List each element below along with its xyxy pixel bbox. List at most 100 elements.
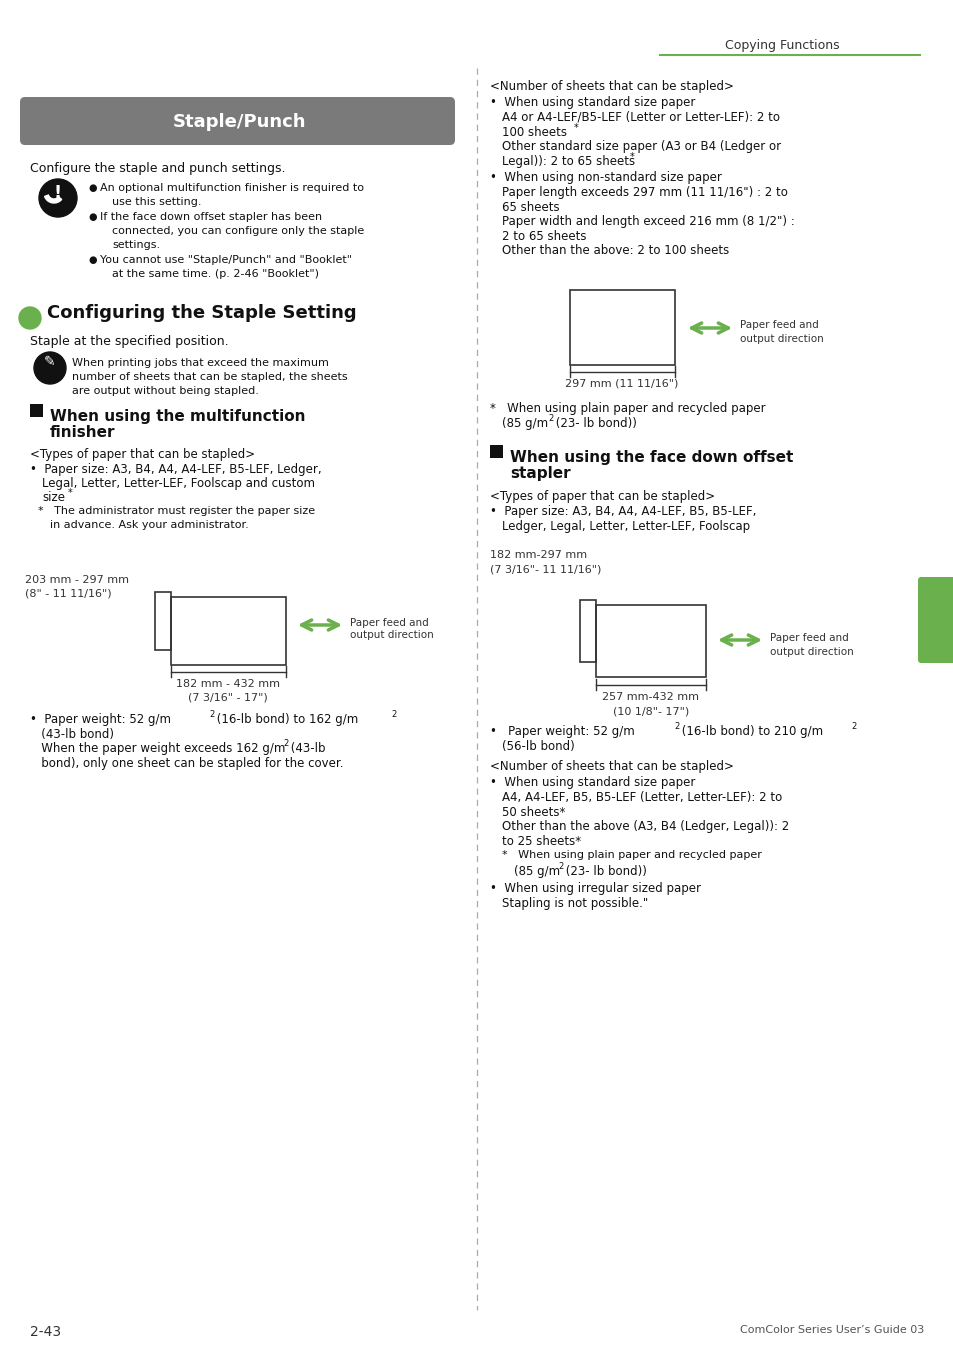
Text: (8" - 11 11/16"): (8" - 11 11/16")	[25, 589, 112, 598]
Text: (7 3/16"- 11 11/16"): (7 3/16"- 11 11/16")	[490, 563, 600, 574]
Circle shape	[39, 178, 77, 218]
Text: output direction: output direction	[740, 334, 822, 345]
Text: finisher: finisher	[50, 426, 115, 440]
Text: Ledger, Legal, Letter, Letter-LEF, Foolscap: Ledger, Legal, Letter, Letter-LEF, Fools…	[501, 520, 749, 534]
Text: Legal)): 2 to 65 sheets: Legal)): 2 to 65 sheets	[501, 155, 635, 168]
Bar	[490, 444, 502, 458]
Text: at the same time. (p. 2-46 "Booklet"): at the same time. (p. 2-46 "Booklet")	[112, 269, 318, 280]
Text: 2: 2	[850, 721, 856, 731]
Bar	[154, 592, 171, 650]
Text: Copying Functions: Copying Functions	[724, 38, 840, 51]
Text: When using the multifunction: When using the multifunction	[50, 409, 305, 424]
Text: Paper feed and: Paper feed and	[769, 634, 848, 643]
Text: <Number of sheets that can be stapled>: <Number of sheets that can be stapled>	[490, 80, 733, 93]
Text: You cannot use "Staple/Punch" and "Booklet": You cannot use "Staple/Punch" and "Bookl…	[100, 255, 352, 265]
Text: are output without being stapled.: are output without being stapled.	[71, 386, 258, 396]
Text: 2: 2	[547, 413, 553, 423]
Text: 2 to 65 sheets: 2 to 65 sheets	[501, 230, 586, 243]
Text: 2: 2	[209, 711, 214, 719]
Text: ComColor Series User’s Guide 03: ComColor Series User’s Guide 03	[739, 1325, 923, 1335]
Text: Paper width and length exceed 216 mm (8 1/2") :: Paper width and length exceed 216 mm (8 …	[501, 215, 794, 228]
Text: Paper length exceeds 297 mm (11 11/16") : 2 to: Paper length exceeds 297 mm (11 11/16") …	[501, 186, 787, 199]
Text: Paper feed and: Paper feed and	[350, 617, 428, 628]
Text: (16-lb bond) to 210 g/m: (16-lb bond) to 210 g/m	[678, 725, 822, 738]
Text: connected, you can configure only the staple: connected, you can configure only the st…	[112, 226, 364, 236]
Text: <Types of paper that can be stapled>: <Types of paper that can be stapled>	[490, 490, 715, 503]
Text: (7 3/16" - 17"): (7 3/16" - 17")	[188, 693, 268, 703]
Text: •   Paper weight: 52 g/m: • Paper weight: 52 g/m	[490, 725, 634, 738]
Text: When using the face down offset: When using the face down offset	[510, 450, 793, 465]
Text: 297 mm (11 11/16"): 297 mm (11 11/16")	[565, 380, 678, 389]
Text: output direction: output direction	[350, 630, 434, 640]
Circle shape	[34, 353, 66, 384]
Text: •  When using non-standard size paper: • When using non-standard size paper	[490, 172, 721, 184]
Text: •  Paper weight: 52 g/m: • Paper weight: 52 g/m	[30, 713, 171, 725]
Text: <Types of paper that can be stapled>: <Types of paper that can be stapled>	[30, 449, 254, 461]
Text: *   When using plain paper and recycled paper: * When using plain paper and recycled pa…	[501, 850, 761, 861]
Bar	[579, 600, 596, 662]
Wedge shape	[45, 195, 62, 203]
Text: When printing jobs that exceed the maximum: When printing jobs that exceed the maxim…	[71, 358, 329, 367]
Text: !: !	[54, 184, 62, 203]
Text: Stapling is not possible.": Stapling is not possible."	[501, 897, 648, 911]
Text: bond), only one sheet can be stapled for the cover.: bond), only one sheet can be stapled for…	[30, 757, 343, 770]
Text: Other than the above (A3, B4 (Ledger, Legal)): 2: Other than the above (A3, B4 (Ledger, Le…	[501, 820, 788, 834]
Text: 2: 2	[673, 721, 679, 731]
Text: *: *	[574, 123, 578, 132]
Text: If the face down offset stapler has been: If the face down offset stapler has been	[100, 212, 322, 222]
Text: (43-lb: (43-lb	[287, 742, 325, 755]
Text: 182 mm - 432 mm: 182 mm - 432 mm	[175, 680, 280, 689]
Text: 100 sheets: 100 sheets	[501, 126, 566, 139]
FancyBboxPatch shape	[917, 577, 953, 663]
Bar	[30, 404, 43, 417]
Text: size: size	[42, 490, 65, 504]
Text: Legal, Letter, Letter-LEF, Foolscap and custom: Legal, Letter, Letter-LEF, Foolscap and …	[42, 477, 314, 490]
Text: Configure the staple and punch settings.: Configure the staple and punch settings.	[30, 162, 285, 176]
Text: settings.: settings.	[112, 240, 160, 250]
Text: to 25 sheets*: to 25 sheets*	[501, 835, 580, 848]
Text: 2: 2	[930, 607, 943, 624]
Text: •  When using irregular sized paper: • When using irregular sized paper	[490, 882, 700, 894]
Text: •  Paper size: A3, B4, A4, A4-LEF, B5, B5-LEF,: • Paper size: A3, B4, A4, A4-LEF, B5, B5…	[490, 505, 756, 517]
Text: number of sheets that can be stapled, the sheets: number of sheets that can be stapled, th…	[71, 372, 347, 382]
Text: Other standard size paper (A3 or B4 (Ledger or: Other standard size paper (A3 or B4 (Led…	[501, 141, 781, 153]
Text: <Number of sheets that can be stapled>: <Number of sheets that can be stapled>	[490, 761, 733, 773]
Text: An optional multifunction finisher is required to: An optional multifunction finisher is re…	[100, 182, 364, 193]
Text: Configuring the Staple Setting: Configuring the Staple Setting	[47, 304, 356, 322]
Text: ●: ●	[88, 182, 96, 193]
Text: When the paper weight exceeds 162 g/m: When the paper weight exceeds 162 g/m	[30, 742, 285, 755]
Text: ✎: ✎	[44, 355, 56, 369]
Text: 50 sheets*: 50 sheets*	[501, 807, 565, 819]
Text: (23- lb bond)): (23- lb bond))	[561, 865, 646, 878]
Text: (23- lb bond)): (23- lb bond))	[552, 417, 637, 430]
Text: Staple/Punch: Staple/Punch	[173, 113, 307, 131]
Text: ●: ●	[88, 255, 96, 265]
Text: 2: 2	[391, 711, 395, 719]
Text: A4, A4-LEF, B5, B5-LEF (Letter, Letter-LEF): 2 to: A4, A4-LEF, B5, B5-LEF (Letter, Letter-L…	[501, 790, 781, 804]
Text: 182 mm-297 mm: 182 mm-297 mm	[490, 550, 586, 561]
Text: (16-lb bond) to 162 g/m: (16-lb bond) to 162 g/m	[213, 713, 358, 725]
Text: Paper feed and: Paper feed and	[740, 320, 818, 330]
Text: *   When using plain paper and recycled paper: * When using plain paper and recycled pa…	[490, 403, 765, 415]
Text: •  When using standard size paper: • When using standard size paper	[490, 96, 695, 109]
Text: Other than the above: 2 to 100 sheets: Other than the above: 2 to 100 sheets	[501, 245, 728, 257]
Text: (43-lb bond): (43-lb bond)	[30, 728, 113, 740]
Text: •  Paper size: A3, B4, A4, A4-LEF, B5-LEF, Ledger,: • Paper size: A3, B4, A4, A4-LEF, B5-LEF…	[30, 463, 321, 476]
Text: A4 or A4-LEF/B5-LEF (Letter or Letter-LEF): 2 to: A4 or A4-LEF/B5-LEF (Letter or Letter-LE…	[501, 111, 780, 124]
Text: 203 mm - 297 mm: 203 mm - 297 mm	[25, 576, 129, 585]
Text: 2: 2	[283, 739, 288, 748]
Circle shape	[19, 307, 41, 330]
Text: •  When using standard size paper: • When using standard size paper	[490, 775, 695, 789]
Text: *: *	[629, 153, 634, 162]
Bar	[171, 597, 286, 665]
Text: 65 sheets: 65 sheets	[501, 201, 559, 213]
Text: (85 g/m: (85 g/m	[501, 417, 548, 430]
Bar	[596, 605, 705, 677]
Text: output direction: output direction	[769, 647, 853, 657]
FancyBboxPatch shape	[20, 97, 455, 145]
Text: (10 1/8"- 17"): (10 1/8"- 17")	[612, 707, 688, 716]
Text: *: *	[68, 488, 72, 499]
Text: use this setting.: use this setting.	[112, 197, 201, 207]
Text: 257 mm-432 mm: 257 mm-432 mm	[602, 692, 699, 703]
Text: 2: 2	[558, 862, 562, 871]
